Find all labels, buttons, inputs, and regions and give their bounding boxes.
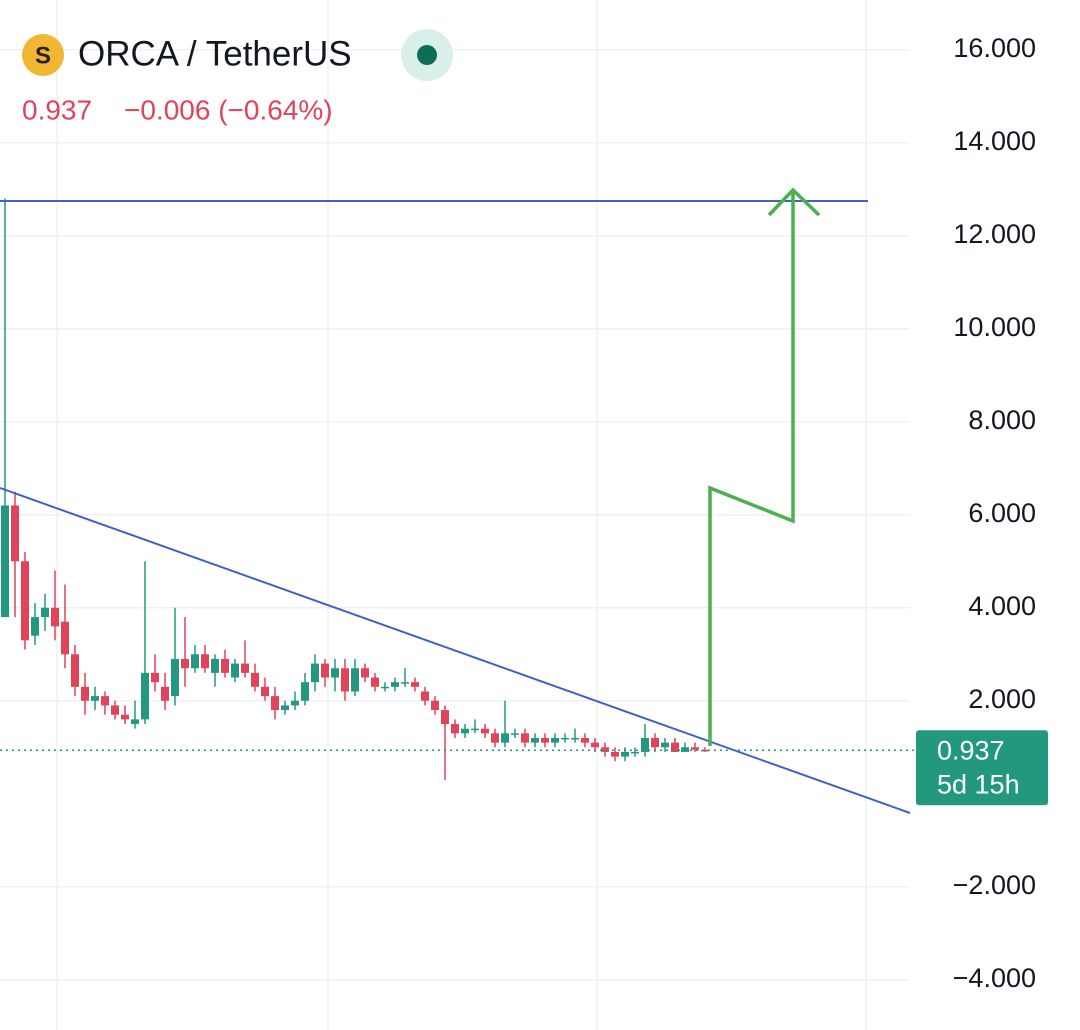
candle-body	[581, 737, 589, 743]
candle-body	[661, 742, 669, 748]
candle-body	[351, 668, 359, 692]
candle-body	[611, 751, 619, 757]
candle-body	[501, 733, 509, 743]
candle-body	[111, 705, 119, 715]
candles	[1, 198, 709, 780]
symbol-title: ORCA / TetherUS	[78, 34, 352, 73]
candle-body	[521, 733, 529, 743]
trend-line	[0, 487, 911, 814]
price-change: −0.006 (−0.64%)	[124, 94, 333, 125]
candle-body	[181, 658, 189, 669]
y-tick-label: 6.000	[968, 498, 1036, 528]
candle-body	[461, 728, 469, 734]
candle-body	[51, 607, 59, 627]
candle-body	[311, 663, 319, 683]
y-tick-label: 12.000	[953, 219, 1036, 249]
candle-body	[251, 672, 259, 687]
y-tick-label: 14.000	[953, 126, 1036, 156]
candle-body	[1, 505, 9, 618]
price-tag: 0.937 5d 15h	[916, 730, 1048, 806]
candle-body	[281, 705, 289, 711]
candle-body	[291, 700, 299, 706]
candle-body	[671, 742, 679, 752]
grid	[0, 0, 910, 1030]
candle-body	[271, 696, 279, 711]
candle-body	[41, 607, 49, 618]
arrow-head	[767, 187, 821, 217]
candle-body	[381, 686, 389, 689]
candle-body	[421, 691, 429, 701]
candle-body	[601, 747, 609, 752]
candle-body	[441, 710, 449, 725]
candle-body	[341, 668, 349, 692]
candle-body	[701, 749, 709, 752]
coin-icon	[22, 34, 64, 76]
y-tick-label: 4.000	[968, 591, 1036, 621]
candle-body	[651, 737, 659, 748]
candle-body	[221, 658, 229, 673]
y-tick-label: 10.000	[953, 312, 1036, 342]
candle-body	[11, 505, 19, 562]
candle-body	[151, 672, 159, 683]
candle-body	[411, 682, 419, 687]
candle-body	[71, 654, 79, 687]
candle-body	[631, 751, 639, 754]
candle-body	[91, 696, 99, 701]
candle-body	[451, 724, 459, 734]
candle-body	[401, 682, 409, 684]
candle-body	[561, 737, 569, 740]
candle-body	[491, 733, 499, 743]
candle-body	[591, 742, 599, 748]
candle-body	[101, 696, 109, 706]
price-tag-box	[916, 730, 1048, 806]
y-tick-label: 2.000	[968, 684, 1036, 714]
status-dot	[417, 45, 437, 65]
header: S ORCA / TetherUS 0.937 −0.006 (−0.64%)	[22, 29, 453, 125]
candle-body	[21, 561, 29, 641]
y-tick-label: 8.000	[968, 405, 1036, 435]
candle-body	[61, 621, 69, 655]
candle-body	[191, 654, 199, 669]
candle-body	[31, 617, 39, 636]
candle-body	[511, 733, 519, 735]
candle-body	[261, 686, 269, 697]
candle-body	[141, 672, 149, 720]
candle-body	[531, 737, 539, 743]
candle-body	[551, 737, 559, 743]
candle-body	[321, 663, 329, 678]
last-price: 0.937	[22, 94, 92, 125]
candle-body	[201, 654, 209, 669]
candle-body	[121, 714, 129, 720]
coin-icon-glyph: S	[35, 42, 51, 69]
candle-body	[571, 737, 579, 740]
candle-body	[471, 728, 479, 731]
candle-body	[131, 719, 139, 725]
price-tag-value: 0.937	[937, 735, 1005, 765]
price-tag-countdown: 5d 15h	[937, 769, 1020, 799]
candle-body	[171, 658, 179, 697]
candle-body	[481, 728, 489, 734]
candle-body	[641, 737, 649, 752]
candle-body	[361, 668, 369, 678]
y-tick-label: 16.000	[953, 33, 1036, 63]
candle-body	[331, 668, 339, 678]
candle-body	[231, 663, 239, 678]
projection-arrow	[708, 190, 795, 746]
candle-body	[391, 682, 399, 687]
candle-body	[691, 747, 699, 750]
y-tick-label: −4.000	[953, 963, 1036, 993]
candle-body	[211, 658, 219, 673]
candle-body	[371, 677, 379, 687]
candle-body	[621, 751, 629, 757]
candle-body	[431, 700, 439, 711]
candle-body	[81, 686, 89, 701]
candle-body	[541, 737, 549, 743]
y-tick-label: −2.000	[953, 870, 1036, 900]
candle-body	[241, 663, 249, 673]
candle-body	[161, 686, 169, 701]
candle-body	[301, 682, 309, 701]
